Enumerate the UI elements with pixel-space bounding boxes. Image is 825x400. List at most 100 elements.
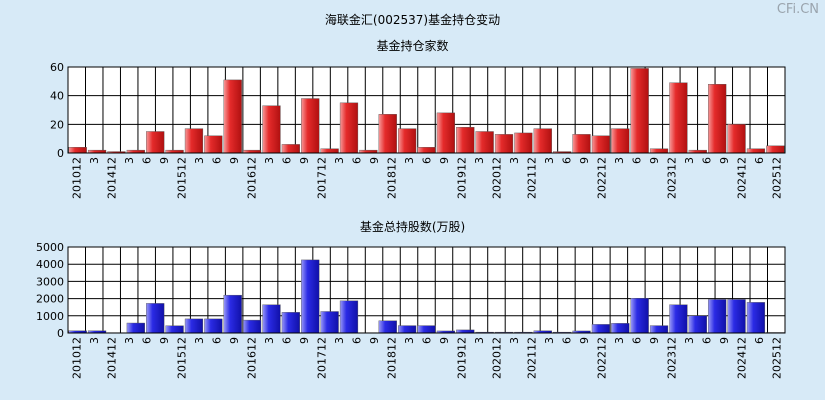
bar <box>669 82 688 154</box>
bar <box>320 311 339 334</box>
x-tick-label: 201812 <box>386 157 399 199</box>
bar <box>591 135 611 154</box>
x-tick-label: 9 <box>158 337 171 344</box>
x-tick-label: 202012 <box>490 157 503 199</box>
bar <box>456 126 475 154</box>
bar <box>262 105 281 154</box>
x-tick-label: 202112 <box>525 337 538 379</box>
x-tick-label: 3 <box>508 337 521 344</box>
page-title: 海联金汇(002537)基金持仓变动 <box>324 13 501 27</box>
chart-2-title: 基金总持股数(万股) <box>359 220 466 234</box>
bar <box>223 294 242 334</box>
x-tick-label: 6 <box>141 157 154 164</box>
x-tick-label: 9 <box>158 157 171 164</box>
plot-area <box>68 247 785 333</box>
x-tick-label: 9 <box>298 337 311 344</box>
x-tick-label: 201912 <box>455 337 468 379</box>
bar <box>204 318 223 334</box>
bar <box>708 299 727 334</box>
y-tick-label: 5000 <box>36 241 64 254</box>
bar <box>339 300 359 334</box>
bar <box>417 147 436 154</box>
bar <box>378 320 397 334</box>
y-tick-label: 40 <box>50 90 64 103</box>
x-tick-label: 3 <box>333 157 346 164</box>
bar <box>204 135 223 154</box>
x-tick-label: 202512 <box>770 337 783 379</box>
x-tick-label: 9 <box>368 157 381 164</box>
x-tick-label: 3 <box>613 337 626 344</box>
x-tick-label: 202212 <box>595 157 608 199</box>
x-tick-label: 201812 <box>386 337 399 379</box>
x-tick-label: 3 <box>683 337 696 344</box>
y-tick-label: 20 <box>50 118 64 131</box>
x-tick-label: 201412 <box>106 157 119 199</box>
x-tick-label: 9 <box>648 157 661 164</box>
x-tick-label: 6 <box>753 157 766 164</box>
x-tick-label: 3 <box>508 157 521 164</box>
x-tick-label: 3 <box>683 157 696 164</box>
bar <box>727 124 746 154</box>
x-tick-label: 6 <box>421 337 434 344</box>
x-tick-label: 9 <box>648 337 661 344</box>
bar <box>630 298 649 334</box>
x-tick-label: 9 <box>298 157 311 164</box>
bar <box>301 259 320 334</box>
x-tick-label: 3 <box>543 157 556 164</box>
bar <box>398 128 417 154</box>
x-tick-label: 9 <box>438 157 451 164</box>
bar <box>746 148 766 154</box>
x-tick-label: 9 <box>578 337 591 344</box>
x-tick-label: 201712 <box>316 337 329 379</box>
bar <box>514 132 533 154</box>
x-tick-label: 202212 <box>595 337 608 379</box>
bar <box>301 98 320 154</box>
x-tick-label: 3 <box>88 337 101 344</box>
chart-1-title: 基金持仓家数 <box>376 39 449 53</box>
y-tick-label: 2000 <box>36 293 64 306</box>
x-tick-label: 3 <box>88 157 101 164</box>
y-tick-label: 4000 <box>36 258 64 271</box>
bar <box>165 325 184 334</box>
x-tick-label: 6 <box>560 157 573 164</box>
bar <box>649 325 669 334</box>
bar <box>146 303 165 334</box>
x-tick-label: 201612 <box>246 337 259 379</box>
bar <box>746 302 766 334</box>
bar <box>242 319 262 334</box>
x-tick-label: 201712 <box>316 157 329 199</box>
bar <box>572 134 591 154</box>
bar <box>766 145 785 154</box>
x-tick-label: 201012 <box>71 337 84 379</box>
x-tick-label: 201512 <box>176 337 189 379</box>
x-tick-label: 9 <box>718 157 731 164</box>
bar <box>184 128 204 154</box>
x-tick-label: 201912 <box>455 157 468 199</box>
x-tick-label: 201012 <box>71 157 84 199</box>
x-tick-label: 6 <box>211 157 224 164</box>
x-tick-label: 202312 <box>665 157 678 199</box>
y-tick-label: 0 <box>57 327 64 340</box>
plot-frame <box>67 246 786 334</box>
bar <box>184 318 204 334</box>
x-tick-label: 201612 <box>246 157 259 199</box>
x-tick-label: 3 <box>403 337 416 344</box>
y-tick-label: 3000 <box>36 275 64 288</box>
x-tick-label: 6 <box>700 157 713 164</box>
bar <box>262 304 281 334</box>
x-tick-label: 3 <box>333 337 346 344</box>
bar <box>436 112 455 154</box>
bar <box>126 322 145 334</box>
x-tick-label: 3 <box>263 157 276 164</box>
x-tick-label: 202412 <box>735 157 748 199</box>
bar <box>475 131 494 154</box>
bar <box>146 131 165 154</box>
x-tick-label: 6 <box>560 337 573 344</box>
x-tick-label: 6 <box>281 337 294 344</box>
bar <box>708 83 727 154</box>
x-tick-label: 6 <box>281 157 294 164</box>
x-tick-label: 202312 <box>665 337 678 379</box>
